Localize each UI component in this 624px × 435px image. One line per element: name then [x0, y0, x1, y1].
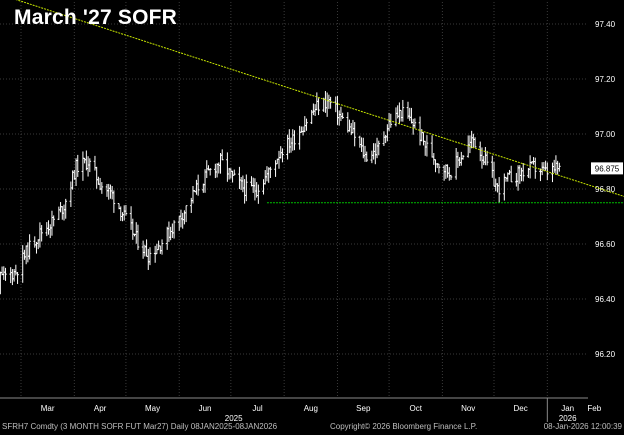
- y-tick-label: 96.20: [595, 350, 616, 359]
- last-price-label: 96.875: [595, 164, 620, 173]
- x-month-label: Nov: [461, 404, 475, 413]
- x-month-label: Dec: [514, 404, 528, 413]
- y-tick-label: 97.00: [595, 130, 616, 139]
- footer-security: SFRH7 Comdty (3 MONTH SOFR FUT Mar27) Da…: [2, 422, 278, 431]
- x-month-label: Feb: [587, 404, 601, 413]
- y-tick-label: 96.80: [595, 185, 616, 194]
- footer-copyright: Copyright© 2026 Bloomberg Finance L.P.: [330, 422, 478, 431]
- y-tick-label: 97.40: [595, 20, 616, 29]
- x-month-label: Sep: [356, 404, 371, 413]
- x-month-label: Oct: [410, 404, 423, 413]
- x-month-label: Apr: [94, 404, 107, 413]
- trendline: [15, 0, 624, 197]
- x-month-label: Aug: [304, 404, 318, 413]
- footer-timestamp: 08-Jan-2026 12:00:39: [543, 422, 622, 431]
- y-tick-label: 96.40: [595, 295, 616, 304]
- y-tick-label: 97.20: [595, 75, 616, 84]
- x-month-label: May: [145, 404, 160, 413]
- x-year-label: 2026: [559, 414, 577, 423]
- x-year-label: 2025: [225, 414, 243, 423]
- x-month-label: Jul: [252, 404, 262, 413]
- last-price-tag: [591, 162, 623, 175]
- x-month-label: Jun: [199, 404, 212, 413]
- y-tick-label: 96.60: [595, 240, 616, 249]
- x-month-label: Mar: [41, 404, 55, 413]
- chart-title: March '27 SOFR: [14, 6, 178, 29]
- x-month-label: Jan: [561, 404, 574, 413]
